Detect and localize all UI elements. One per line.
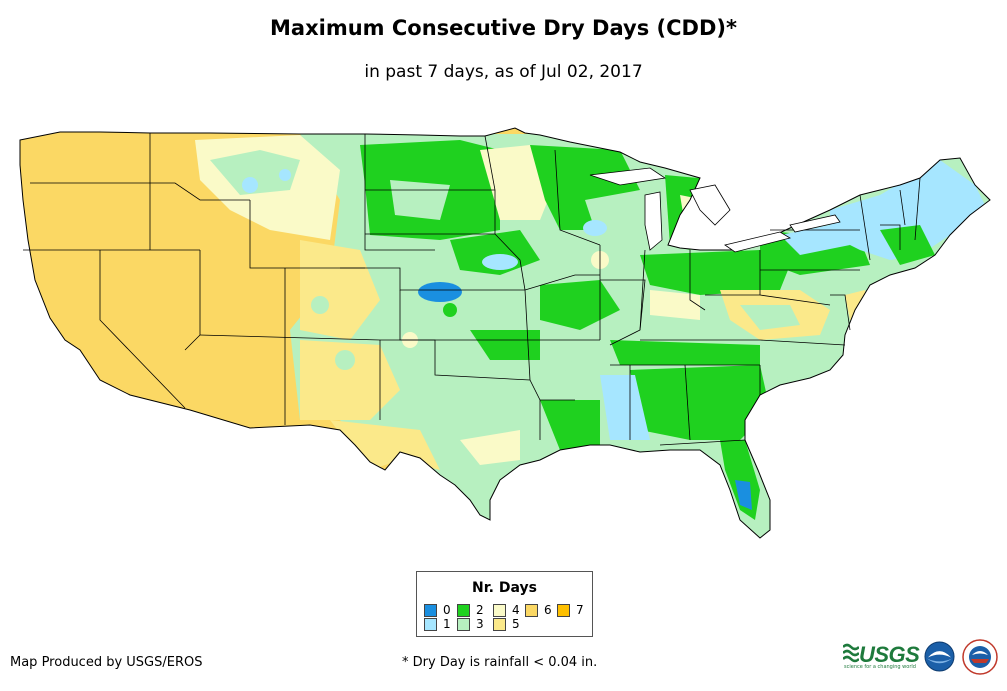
map-subtitle: in past 7 days, as of Jul 02, 2017 <box>364 62 643 82</box>
producer-credit: Map Produced by USGS/EROS <box>10 655 203 670</box>
legend-swatch <box>457 618 470 631</box>
legend-item-2: 2 <box>457 604 484 617</box>
legend-title: Nr. Days <box>472 580 537 596</box>
state-borders <box>23 133 921 446</box>
cdd-raster <box>20 128 990 538</box>
legend-item-1: 1 <box>424 618 451 631</box>
legend-label: 3 <box>476 617 484 631</box>
legend-label: 2 <box>476 603 484 617</box>
legend-label: 6 <box>544 603 552 617</box>
usgs-wave-icon <box>843 643 859 663</box>
legend-swatch <box>457 604 470 617</box>
usgs-wordmark: USGS <box>859 642 920 667</box>
us-outline <box>19 127 991 539</box>
legend-item-0: 0 <box>424 604 451 617</box>
legend-item-7: 7 <box>557 604 584 617</box>
legend-label: 4 <box>512 603 520 617</box>
legend-swatch <box>424 618 437 631</box>
legend-item-6: 6 <box>525 604 552 617</box>
usgs-tagline: science for a changing world <box>844 664 916 670</box>
legend-swatch <box>557 604 570 617</box>
great-lakes <box>589 167 841 253</box>
legend-item-5: 5 <box>493 618 520 631</box>
usgs-logo: USGS science for a changing world <box>843 641 920 671</box>
legend: Nr. Days 0 2 4 6 7 1 3 5 <box>416 571 593 637</box>
legend-item-3: 3 <box>457 618 484 631</box>
noaa-logo <box>924 641 955 672</box>
legend-label: 5 <box>512 617 520 631</box>
nws-logo <box>962 639 998 675</box>
legend-swatch <box>525 604 538 617</box>
legend-label: 1 <box>443 617 451 631</box>
legend-label: 7 <box>576 603 584 617</box>
map-title: Maximum Consecutive Dry Days (CDD)* <box>270 16 737 40</box>
legend-label: 0 <box>443 603 451 617</box>
legend-swatch <box>424 604 437 617</box>
legend-item-4: 4 <box>493 604 520 617</box>
dry-day-footnote: * Dry Day is rainfall < 0.04 in. <box>402 655 598 670</box>
legend-swatch <box>493 618 506 631</box>
legend-swatch <box>493 604 506 617</box>
